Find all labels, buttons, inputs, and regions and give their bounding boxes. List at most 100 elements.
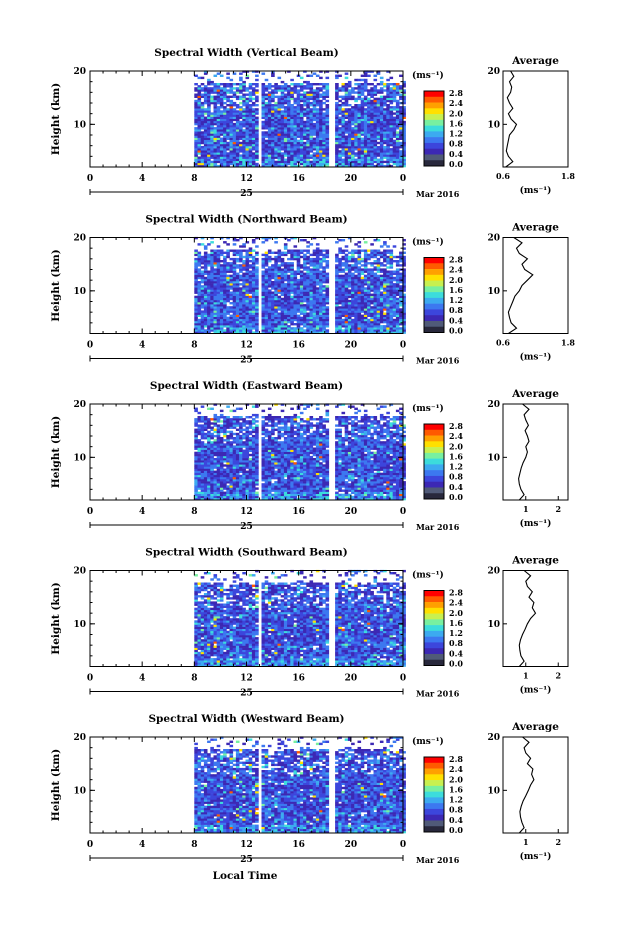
heatmap-cell — [261, 110, 266, 113]
heatmap-cell — [216, 312, 221, 315]
heatmap-cell — [197, 285, 202, 288]
heatmap-cell — [197, 125, 202, 128]
heatmap-cell — [207, 164, 211, 168]
heatmap-cell — [223, 260, 227, 263]
heatmap-cell — [261, 323, 266, 326]
heatmap-cell — [296, 110, 301, 113]
heatmap-cell — [376, 127, 381, 130]
heatmap-cell — [367, 131, 371, 134]
heatmap-cell — [229, 112, 234, 115]
heatmap-cell — [274, 152, 278, 155]
heatmap-cell — [207, 116, 211, 119]
heatmap-cell — [264, 116, 269, 119]
heatmap-cell — [280, 329, 285, 332]
heatmap-cell — [341, 295, 346, 299]
heatmap-cell — [219, 148, 224, 151]
heatmap-cell — [367, 89, 371, 92]
heatmap-cell — [239, 316, 243, 320]
heatmap-cell — [386, 281, 390, 284]
heatmap-cell — [367, 331, 371, 334]
heatmap-cell — [373, 249, 378, 252]
heatmap-cell — [226, 299, 230, 303]
heatmap-cell — [210, 253, 214, 257]
heatmap-cell — [386, 283, 390, 286]
heatmap-cell — [376, 262, 381, 265]
heatmap-cell — [239, 120, 243, 124]
heatmap-cell — [210, 97, 214, 101]
heatmap-cell — [351, 141, 355, 145]
heatmap-cell — [267, 160, 272, 164]
heatmap-cell — [248, 162, 253, 166]
heatmap-cell — [347, 146, 352, 149]
heatmap-cell — [226, 249, 230, 252]
heatmap-cell — [376, 276, 381, 280]
heatmap-cell — [335, 89, 339, 92]
heatmap-cell — [379, 156, 384, 159]
heatmap-cell — [392, 120, 397, 124]
heatmap-cell — [229, 118, 234, 122]
heatmap-cell — [264, 329, 269, 332]
heatmap-cell — [299, 83, 304, 86]
heatmap-cell — [239, 106, 243, 109]
heatmap-cell — [402, 137, 406, 140]
heatmap-cell — [287, 331, 291, 334]
heatmap-cell — [213, 141, 218, 145]
heatmap-cell — [383, 135, 387, 138]
heatmap-cell — [341, 146, 346, 149]
heatmap-cell — [402, 329, 406, 332]
heatmap-cell — [392, 83, 397, 86]
heatmap-cell — [274, 129, 278, 132]
heatmap-cell — [194, 150, 198, 153]
heatmap-cell — [235, 329, 240, 332]
heatmap-cell — [389, 131, 394, 134]
heatmap-cell — [363, 160, 368, 164]
heatmap-cell — [319, 129, 323, 132]
heatmap-cell — [354, 108, 358, 111]
heatmap-cell — [197, 127, 202, 130]
heatmap-cell — [383, 97, 387, 101]
heatmap-cell — [315, 308, 320, 311]
heatmap-cell — [239, 314, 243, 317]
heatmap-cell — [322, 143, 326, 147]
heatmap-cell — [293, 122, 298, 126]
heatmap-cell — [351, 137, 355, 140]
heatmap-cell — [251, 312, 256, 315]
heatmap-cell — [319, 306, 323, 309]
heatmap-cell — [232, 104, 237, 107]
heatmap-cell — [219, 289, 224, 292]
heatmap-cell — [287, 264, 291, 267]
heatmap-cell — [392, 295, 397, 299]
heatmap-cell — [344, 141, 349, 145]
heatmap-cell — [392, 272, 397, 275]
heatmap-cell — [309, 74, 314, 77]
heatmap-cell — [194, 95, 198, 98]
heatmap-cell — [242, 308, 246, 311]
heatmap-cell — [287, 127, 291, 130]
heatmap-cell — [219, 114, 224, 117]
heatmap-cell — [216, 316, 221, 320]
heatmap-cell — [306, 304, 310, 307]
colorbar-frame — [423, 257, 445, 333]
heatmap-cell — [360, 270, 365, 273]
heatmap-cell — [379, 285, 384, 288]
heatmap-cell — [239, 158, 243, 161]
heatmap-cell — [325, 129, 330, 132]
heatmap-cell — [341, 281, 346, 284]
heatmap-cell — [226, 264, 230, 267]
heatmap-cell — [255, 316, 259, 320]
heatmap-cell — [232, 72, 237, 75]
heatmap-cell — [261, 122, 266, 126]
heatmap-cell — [287, 281, 291, 284]
heatmap-cell — [386, 114, 390, 117]
heatmap-cell — [261, 125, 266, 128]
heatmap-cell — [242, 87, 246, 90]
heatmap-cell — [373, 297, 378, 301]
heatmap-cell — [303, 133, 307, 136]
heatmap-cell — [370, 272, 374, 275]
heatmap-cell — [194, 495, 198, 499]
heatmap-cell — [255, 91, 259, 94]
heatmap-cell — [194, 493, 198, 497]
heatmap-cell — [306, 91, 310, 94]
heatmap-cell — [235, 146, 240, 149]
heatmap-cell — [194, 148, 198, 151]
